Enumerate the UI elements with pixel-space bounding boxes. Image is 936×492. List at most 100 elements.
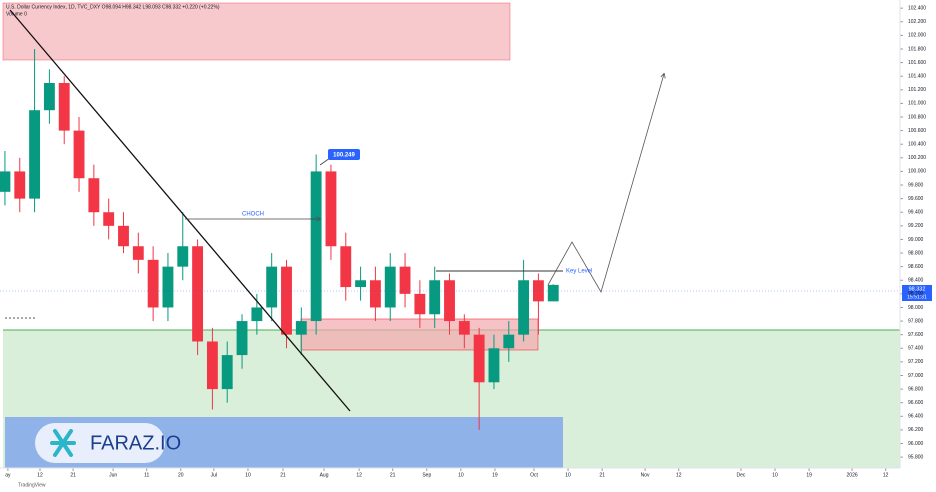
y-tick-label: 99.000 [908, 237, 924, 243]
x-tick-label: Dec [736, 472, 745, 478]
x-tick-label: Aug [320, 472, 329, 478]
x-tick-label: ay [5, 472, 11, 478]
candle-body [162, 266, 174, 308]
candle-body [192, 246, 204, 342]
y-tick-label: 98.200 [908, 291, 924, 297]
x-tick-label: 21 [599, 472, 605, 478]
candle-body [177, 246, 189, 267]
y-tick-label: 98.000 [908, 305, 924, 311]
candle-body [325, 171, 337, 247]
y-tick-label: 97.400 [908, 346, 924, 352]
x-tick-label: 10 [565, 472, 571, 478]
x-tick-label: 12 [883, 472, 889, 478]
y-tick-label: 100.000 [908, 169, 926, 175]
candle-body [266, 266, 278, 308]
y-tick-label: 98.400 [908, 278, 924, 284]
x-tick-label: Jun [109, 472, 117, 478]
candle-body [236, 321, 248, 356]
x-tick-label: 2026 [847, 472, 858, 478]
y-tick-label: 95.800 [908, 454, 924, 460]
y-tick-label: 97.800 [908, 318, 924, 324]
candle-body [429, 280, 441, 315]
supply-zone [2, 2, 511, 61]
candle-body [384, 266, 396, 308]
logo-icon [50, 429, 76, 457]
y-tick-label: 101.200 [908, 87, 926, 93]
chart-title: U.S. Dollar Currency Index, 1D, TVC_DXY … [6, 4, 220, 10]
candle-body [103, 212, 115, 226]
x-tick-label: 21 [280, 472, 286, 478]
y-tick-label: 99.200 [908, 223, 924, 229]
y-tick-label: 96.400 [908, 414, 924, 420]
x-tick-label: Jul [211, 472, 217, 478]
candle-body [251, 307, 263, 322]
candle-body [147, 259, 159, 308]
candle-body [369, 280, 381, 308]
candle-body [518, 280, 530, 335]
candle-body [547, 284, 559, 302]
chart-subtitle: Volume 0 [6, 11, 27, 17]
last-price: 98.332 [909, 286, 926, 292]
peak-pointer [319, 157, 331, 166]
x-tick-label: 10 [458, 472, 464, 478]
x-tick-label: 10 [772, 472, 778, 478]
candle-body [399, 266, 411, 294]
candle-body [88, 178, 100, 213]
candle-body [206, 341, 218, 390]
key-level-label: Key Level [566, 269, 592, 275]
candle-body [340, 246, 352, 288]
candle-body [29, 110, 41, 199]
candle-body [43, 82, 55, 111]
y-tick-label: 97.000 [908, 373, 924, 379]
candle-body [0, 171, 11, 192]
projection-path [547, 74, 664, 294]
candle-body [473, 334, 485, 383]
trend-line [9, 9, 351, 412]
y-tick-label: 101.400 [908, 74, 926, 80]
y-tick-label: 96.000 [908, 441, 924, 447]
x-tick-label: 21 [70, 472, 76, 478]
y-tick-label: 97.600 [908, 332, 924, 338]
y-tick-label: 101.000 [908, 101, 926, 107]
candle-body [444, 280, 455, 322]
logo-text: FARAZ.IO [90, 432, 181, 454]
candle-body [281, 266, 292, 335]
y-tick-label: 100.600 [908, 128, 926, 134]
x-tick-label: 19 [492, 472, 498, 478]
y-tick-label: 96.600 [908, 400, 924, 406]
peak-tag [328, 149, 360, 160]
y-tick-label: 102.400 [908, 5, 926, 11]
candle-body [532, 280, 544, 302]
peak-label: 100.249 [333, 153, 355, 159]
y-tick-label: 99.400 [908, 210, 924, 216]
y-tick-label: 100.800 [908, 114, 926, 120]
candle-body [355, 280, 367, 288]
x-tick-label: 12 [356, 472, 362, 478]
countdown: 15:51:31 [907, 294, 927, 300]
y-tick-label: 99.800 [908, 182, 924, 188]
candle-body [132, 246, 144, 260]
candle-body [118, 225, 129, 247]
footer: TradingView [18, 482, 46, 488]
y-tick-label: 99.600 [908, 196, 924, 202]
candle-body [414, 293, 426, 315]
x-tick-label: Sep [422, 472, 431, 478]
y-tick-label: 102.200 [908, 19, 926, 25]
y-tick-label: 102.000 [908, 33, 926, 39]
x-tick-label: 21 [390, 472, 396, 478]
x-tick-label: Nov [641, 472, 650, 478]
y-tick-label: 100.200 [908, 155, 926, 161]
candle-body [310, 171, 322, 322]
x-tick-label: 19 [806, 472, 812, 478]
x-tick-label: 10 [245, 472, 251, 478]
candle-body [14, 171, 26, 199]
y-tick-label: 98.800 [908, 250, 924, 256]
x-tick-label: 20 [178, 472, 184, 478]
choch-label: CHOCH [242, 212, 264, 218]
y-tick-label: 97.200 [908, 359, 924, 365]
x-tick-label: Oct [530, 472, 538, 478]
x-tick-label: 12 [676, 472, 682, 478]
x-tick-label: 11 [144, 472, 149, 478]
candle-body [488, 348, 500, 383]
